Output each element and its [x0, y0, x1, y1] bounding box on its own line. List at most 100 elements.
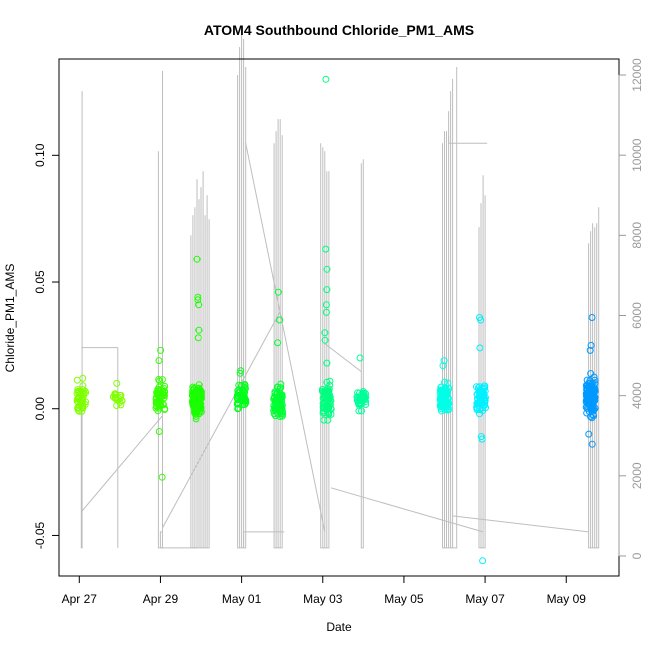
data-point [322, 389, 329, 396]
right-tick-label: 12000 [630, 58, 644, 92]
data-point [271, 406, 279, 414]
x-tick-label: May 09 [547, 592, 587, 606]
data-point [74, 395, 82, 402]
gray-connector [81, 347, 119, 548]
data-point [588, 314, 596, 321]
data-point [278, 396, 286, 404]
data-point [111, 393, 119, 401]
data-point [325, 385, 333, 393]
data-point [189, 387, 197, 395]
data-point [583, 382, 591, 390]
chart-title: ATOM4 Southbound Chloride_PM1_AMS [204, 22, 474, 38]
data-point [235, 386, 243, 394]
right-tick-label: 10000 [630, 138, 644, 172]
data-point [113, 379, 121, 387]
data-point [322, 75, 330, 83]
data-point [192, 415, 200, 423]
data-point [587, 370, 595, 378]
data-point [321, 329, 329, 337]
data-point [481, 401, 489, 409]
data-point [155, 376, 163, 383]
data-point [157, 346, 165, 354]
data-point [590, 394, 597, 402]
data-point [321, 336, 329, 344]
data-point [355, 407, 363, 415]
gray-connector [245, 143, 326, 532]
data-point [118, 397, 126, 405]
data-point [586, 346, 594, 354]
x-tick-label: May 05 [384, 592, 424, 606]
gray-spike-group [237, 35, 247, 549]
data-point [241, 384, 249, 391]
data-point [238, 382, 245, 389]
data-point [158, 376, 166, 384]
x-tick-label: May 01 [222, 592, 262, 606]
gray-connector [162, 311, 281, 529]
data-point [327, 405, 335, 413]
data-point [194, 392, 202, 400]
right-tick-label: 8000 [630, 222, 644, 249]
data-point [477, 401, 485, 409]
data-point [74, 398, 82, 406]
data-point [589, 401, 597, 409]
y-tick-label: 0.00 [33, 397, 47, 421]
data-point [80, 389, 88, 397]
data-point [235, 404, 243, 412]
data-point [356, 354, 364, 362]
data-point [356, 394, 364, 402]
data-point [477, 316, 485, 324]
data-point [585, 395, 593, 403]
y-tick-label: 0.10 [33, 143, 47, 167]
data-point [190, 404, 198, 412]
data-point [241, 381, 249, 388]
data-point [155, 383, 163, 391]
data-point [325, 395, 333, 403]
data-point [160, 401, 167, 409]
data-point [160, 391, 168, 399]
right-tick-label: 0 [630, 552, 644, 559]
data-point [475, 398, 483, 406]
data-point [193, 255, 201, 263]
right-axis: 0 2000 4000 6000 8000 10000 12000 [618, 58, 644, 559]
data-point [441, 389, 449, 397]
gray-connector [80, 415, 163, 513]
gray-spike-group [360, 159, 364, 549]
y-axis: -0.05 0.00 0.05 0.10 [33, 143, 60, 549]
data-point [75, 407, 83, 415]
data-point [274, 288, 282, 296]
data-point [323, 403, 331, 411]
data-point [197, 408, 205, 416]
data-point [274, 339, 282, 347]
data-point [474, 396, 482, 403]
data-point [439, 395, 446, 403]
data-point [475, 387, 483, 395]
x-axis: Apr 27 Apr 29 May 01 May 03 May 05 May 07 May … [62, 575, 587, 606]
gray-spike-group [320, 143, 330, 549]
data-point [155, 404, 163, 412]
data-point [587, 341, 595, 349]
gray-connector [448, 135, 488, 144]
data-point [79, 374, 87, 382]
y-tick-label: 0.05 [33, 270, 47, 294]
data-point [362, 401, 370, 408]
data-point [323, 359, 331, 367]
gray-spike-group [442, 67, 458, 549]
data-point [275, 406, 283, 414]
data-point [583, 399, 591, 407]
gray-spike-group [273, 119, 283, 549]
data-point [240, 391, 248, 399]
data-point [481, 382, 489, 390]
data-point [326, 381, 334, 389]
gray-spike-group [80, 91, 83, 549]
data-point [276, 316, 284, 324]
data-point [197, 403, 205, 411]
x-tick-label: Apr 27 [62, 592, 98, 606]
data-point [323, 393, 331, 401]
gray-connector [324, 343, 362, 372]
data-point [439, 387, 447, 395]
data-point [240, 394, 248, 402]
data-point [78, 407, 86, 415]
data-point [194, 334, 202, 342]
gray-spike-group [190, 171, 210, 549]
points-layer [73, 75, 599, 565]
